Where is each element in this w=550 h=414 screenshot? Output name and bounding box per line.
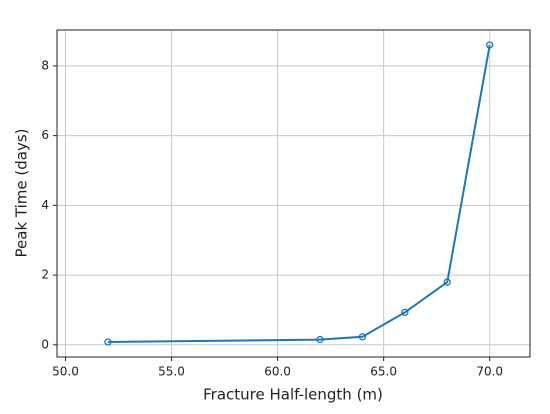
x-tick-label: 65.0 <box>370 365 397 379</box>
y-tick-label: 6 <box>41 128 49 142</box>
data-point <box>358 333 367 341</box>
x-axis-label: Fracture Half-length (m) <box>203 386 383 404</box>
y-tick-label: 0 <box>41 337 49 351</box>
data-point <box>104 338 112 346</box>
data-point <box>316 335 324 344</box>
x-tick-label: 55.0 <box>158 365 185 379</box>
data-point <box>443 278 451 286</box>
y-axis-label: Peak Time (days) <box>13 129 31 258</box>
x-tick-label: 70.0 <box>476 365 503 379</box>
y-tick-label: 8 <box>41 58 49 72</box>
x-tick-label: 50.0 <box>52 365 79 379</box>
data-point <box>486 41 494 49</box>
y-tick-label: 2 <box>41 268 49 282</box>
data-point <box>401 308 409 317</box>
plot-frame <box>56 29 531 358</box>
x-tick-label: 60.0 <box>264 365 291 379</box>
data-line <box>107 44 491 344</box>
y-tick-label: 4 <box>41 198 49 212</box>
